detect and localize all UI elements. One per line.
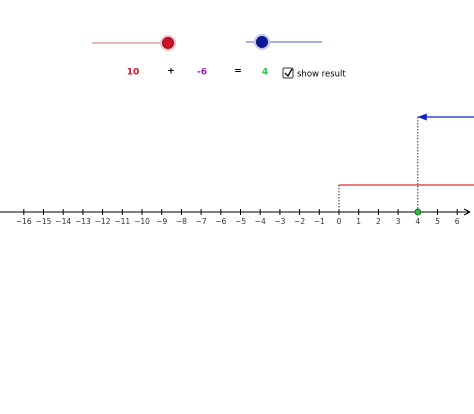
plus-sign: + [167,67,175,77]
result-point [414,208,422,216]
tick-label: 4 [415,217,420,226]
tick-label: −1 [314,217,325,226]
equals-sign: = [234,67,242,77]
tick-label: −9 [156,217,167,226]
slider-b-knob[interactable] [256,36,268,48]
tick-label: −15 [36,217,52,226]
tick-label: −2 [294,217,305,226]
tick-label: −8 [176,217,187,226]
tick-label: −11 [114,217,130,226]
tick-label: 6 [455,217,460,226]
tick-label: 1 [356,217,361,226]
addend-a: 10 [127,68,140,78]
tick-label: −13 [75,217,91,226]
tick-label: −12 [95,217,111,226]
addend-b: -6 [197,68,207,78]
slider-a-knob[interactable] [162,37,174,49]
tick-label: 0 [337,217,342,226]
tick-label: −5 [235,217,246,226]
tick-label: −3 [274,217,285,226]
tick-label: −16 [16,217,32,226]
tick-label: −6 [215,217,226,226]
checkbox-check [284,68,293,78]
tick-label: 3 [396,217,401,226]
vector-b-head [417,113,427,121]
checkbox-label[interactable]: show result [297,70,346,80]
sum-result: 4 [262,68,268,78]
tick-label: −7 [196,217,207,226]
tick-label: 2 [376,217,381,226]
tick-label: 5 [435,217,440,226]
tick-label: −4 [255,217,266,226]
tick-label: −10 [134,217,150,226]
tick-label: −14 [55,217,71,226]
axis-arrow [463,208,471,216]
